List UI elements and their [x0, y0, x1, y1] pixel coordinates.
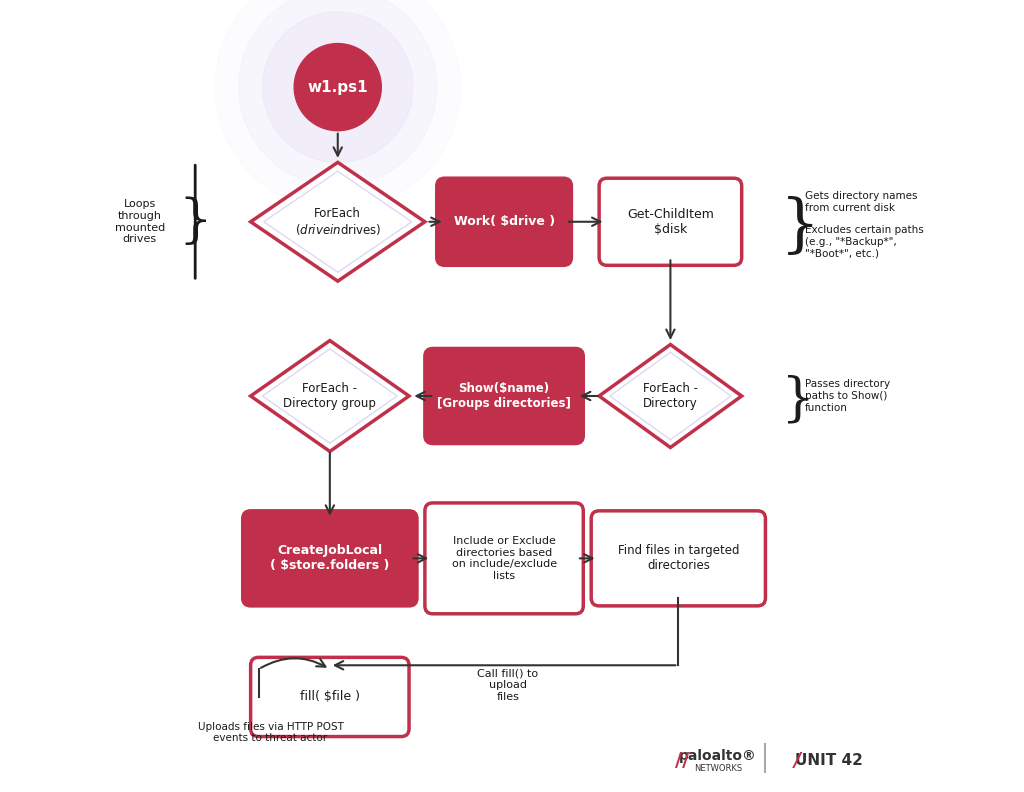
- Text: Loops
through
mounted
drives: Loops through mounted drives: [115, 200, 165, 244]
- Text: {: {: [768, 371, 802, 421]
- Text: Uploads files via HTTP POST
events to threat actor: Uploads files via HTTP POST events to th…: [198, 722, 343, 744]
- Text: Get-ChildItem
$disk: Get-ChildItem $disk: [627, 208, 714, 236]
- FancyBboxPatch shape: [599, 178, 741, 265]
- FancyBboxPatch shape: [243, 511, 417, 606]
- Text: /: /: [794, 751, 801, 770]
- Text: ForEach -
Directory group: ForEach - Directory group: [284, 382, 376, 410]
- Polygon shape: [599, 345, 741, 447]
- FancyBboxPatch shape: [251, 657, 409, 737]
- Text: Excludes certain paths
(e.g., "*Backup*",
"*Boot*", etc.): Excludes certain paths (e.g., "*Backup*"…: [805, 225, 924, 258]
- Polygon shape: [251, 341, 409, 451]
- Text: fill( $file ): fill( $file ): [300, 691, 359, 703]
- FancyBboxPatch shape: [425, 348, 584, 444]
- Circle shape: [239, 0, 437, 186]
- Text: Work( $drive ): Work( $drive ): [454, 215, 555, 228]
- Text: Show($name)
[Groups directories]: Show($name) [Groups directories]: [437, 382, 571, 410]
- Text: NETWORKS: NETWORKS: [694, 763, 742, 773]
- Circle shape: [215, 0, 461, 210]
- FancyBboxPatch shape: [437, 178, 571, 265]
- FancyBboxPatch shape: [591, 511, 766, 606]
- Text: Find files in targeted
directories: Find files in targeted directories: [617, 544, 739, 573]
- Text: Include or Exclude
directories based
on include/exclude
lists: Include or Exclude directories based on …: [452, 536, 557, 581]
- Text: {: {: [765, 191, 805, 253]
- Text: CreateJobLocal
( $store.folders ): CreateJobLocal ( $store.folders ): [270, 544, 389, 573]
- Text: Passes directory
paths to Show()
function: Passes directory paths to Show() functio…: [805, 379, 890, 413]
- Text: ForEach -
Directory: ForEach - Directory: [643, 382, 698, 410]
- Polygon shape: [251, 162, 425, 281]
- Text: Gets directory names
from current disk: Gets directory names from current disk: [805, 191, 918, 213]
- Text: ForEach
($drive in $drives): ForEach ($drive in $drives): [295, 207, 381, 237]
- Circle shape: [262, 12, 413, 162]
- Text: //: //: [675, 751, 689, 770]
- Text: UNIT 42: UNIT 42: [795, 753, 863, 767]
- Text: }: }: [178, 196, 212, 247]
- Text: w1.ps1: w1.ps1: [307, 80, 368, 94]
- Circle shape: [294, 44, 381, 131]
- Text: Call fill() to
upload
files: Call fill() to upload files: [477, 668, 539, 702]
- Text: paloalto®: paloalto®: [679, 749, 757, 763]
- FancyBboxPatch shape: [425, 503, 584, 614]
